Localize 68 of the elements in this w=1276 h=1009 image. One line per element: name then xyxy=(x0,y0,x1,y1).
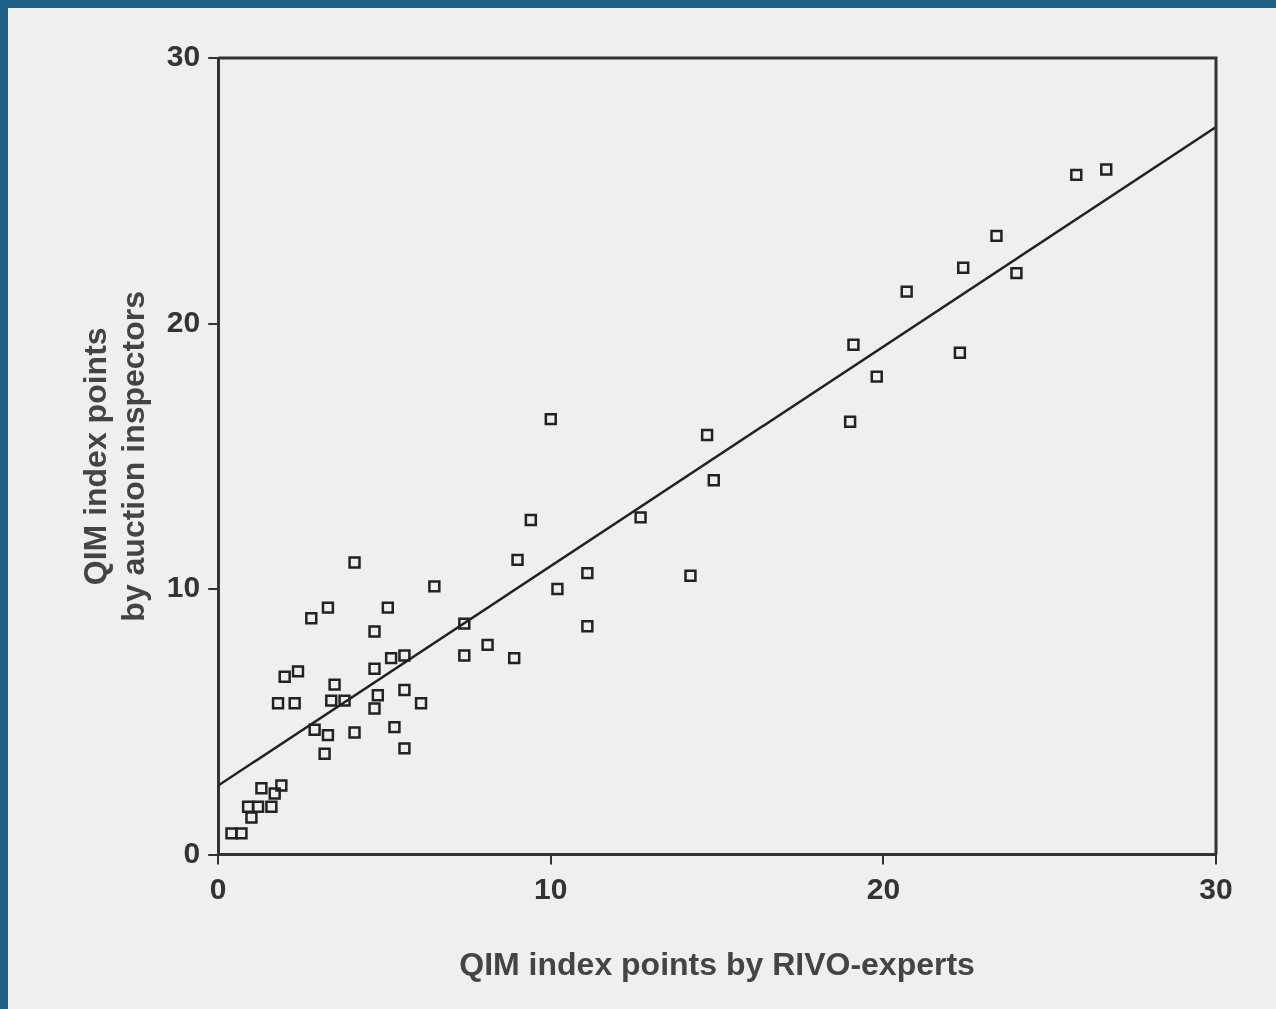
point xyxy=(700,428,714,442)
point xyxy=(384,651,398,665)
point xyxy=(388,720,401,734)
point xyxy=(581,566,594,580)
point xyxy=(265,800,278,813)
y-tick-label: 20 xyxy=(166,304,201,338)
point xyxy=(338,694,351,707)
point xyxy=(957,261,970,274)
point xyxy=(308,723,321,736)
point xyxy=(1010,266,1023,280)
point xyxy=(551,582,564,596)
point xyxy=(870,370,883,383)
point xyxy=(581,620,594,633)
point xyxy=(458,649,471,662)
point xyxy=(458,617,471,630)
point xyxy=(900,285,913,298)
point xyxy=(707,474,720,487)
point xyxy=(524,513,538,527)
point xyxy=(398,683,411,697)
point xyxy=(847,338,860,351)
point xyxy=(271,697,285,710)
point xyxy=(268,787,281,800)
point xyxy=(371,689,385,702)
y-tick-label: 10 xyxy=(166,570,201,604)
point xyxy=(414,697,428,710)
point xyxy=(278,670,291,683)
point xyxy=(368,662,381,675)
point xyxy=(511,553,524,567)
point xyxy=(843,415,857,428)
point xyxy=(953,346,967,359)
point xyxy=(398,742,411,755)
point xyxy=(381,601,394,614)
point xyxy=(305,612,318,625)
point xyxy=(325,694,338,707)
point xyxy=(321,601,335,614)
point xyxy=(990,229,1003,243)
point xyxy=(275,779,288,792)
point xyxy=(684,569,697,582)
y-tick-label: 30 xyxy=(166,39,201,73)
point xyxy=(291,665,305,678)
point xyxy=(368,702,381,715)
point xyxy=(634,511,647,524)
x-tick-label: 20 xyxy=(866,871,901,905)
x-tick-label: 30 xyxy=(1199,871,1233,905)
point xyxy=(321,728,335,742)
point xyxy=(235,827,248,840)
point xyxy=(507,651,521,665)
point xyxy=(1070,168,1083,182)
y-axis-title: QIM index points by auction inspectors xyxy=(77,290,152,622)
point xyxy=(288,697,301,710)
point xyxy=(255,782,268,795)
point xyxy=(544,412,557,426)
point xyxy=(481,638,494,652)
x-tick-label: 10 xyxy=(534,871,568,905)
y-tick-label: 0 xyxy=(183,835,201,869)
point xyxy=(368,625,381,638)
point xyxy=(251,800,265,813)
point xyxy=(225,827,238,840)
point xyxy=(348,556,361,569)
point xyxy=(1100,163,1113,176)
point xyxy=(318,747,331,760)
x-axis-title: QIM index points by RIVO-experts xyxy=(459,945,975,982)
x-tick-label: 0 xyxy=(209,871,227,905)
point xyxy=(348,726,361,739)
point xyxy=(428,580,441,593)
point xyxy=(398,649,411,662)
point xyxy=(241,800,255,813)
point xyxy=(328,678,341,691)
